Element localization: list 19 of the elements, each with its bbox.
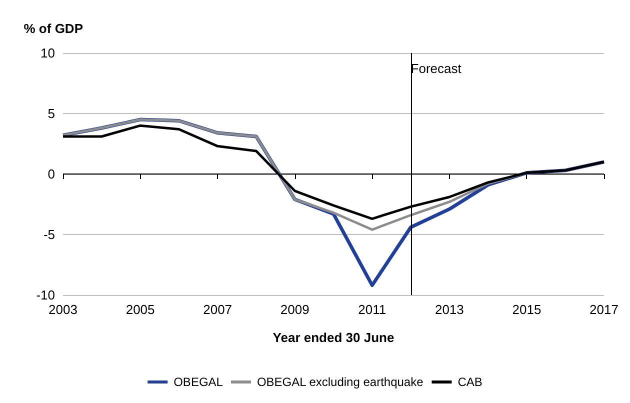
- x-tick-label: 2013: [434, 302, 464, 317]
- x-tick-label: 2005: [126, 302, 155, 317]
- x-tick-label: 2009: [280, 302, 310, 317]
- y-tick-label: -10: [36, 288, 55, 302]
- x-tick-label: 2011: [358, 302, 386, 317]
- x-axis-title: Year ended 30 June: [272, 330, 394, 345]
- y-tick-label: 5: [48, 106, 55, 121]
- legend-label: OBEGAL excluding earthquake: [256, 375, 424, 389]
- x-tick-label: 2015: [512, 302, 542, 317]
- legend-label: CAB: [458, 375, 482, 389]
- y-tick-label: -5: [43, 227, 55, 242]
- y-axis-title: % of GDP: [24, 21, 84, 36]
- ref-line-label: Forecast: [410, 61, 462, 76]
- x-tick-label: 2003: [48, 302, 78, 317]
- x-tick-label: 2007: [203, 302, 232, 317]
- x-tick-label: 2017: [590, 302, 618, 317]
- y-tick-label: 0: [48, 166, 55, 182]
- y-tick-label: 10: [40, 46, 55, 60]
- legend-label: OBEGAL: [174, 375, 224, 389]
